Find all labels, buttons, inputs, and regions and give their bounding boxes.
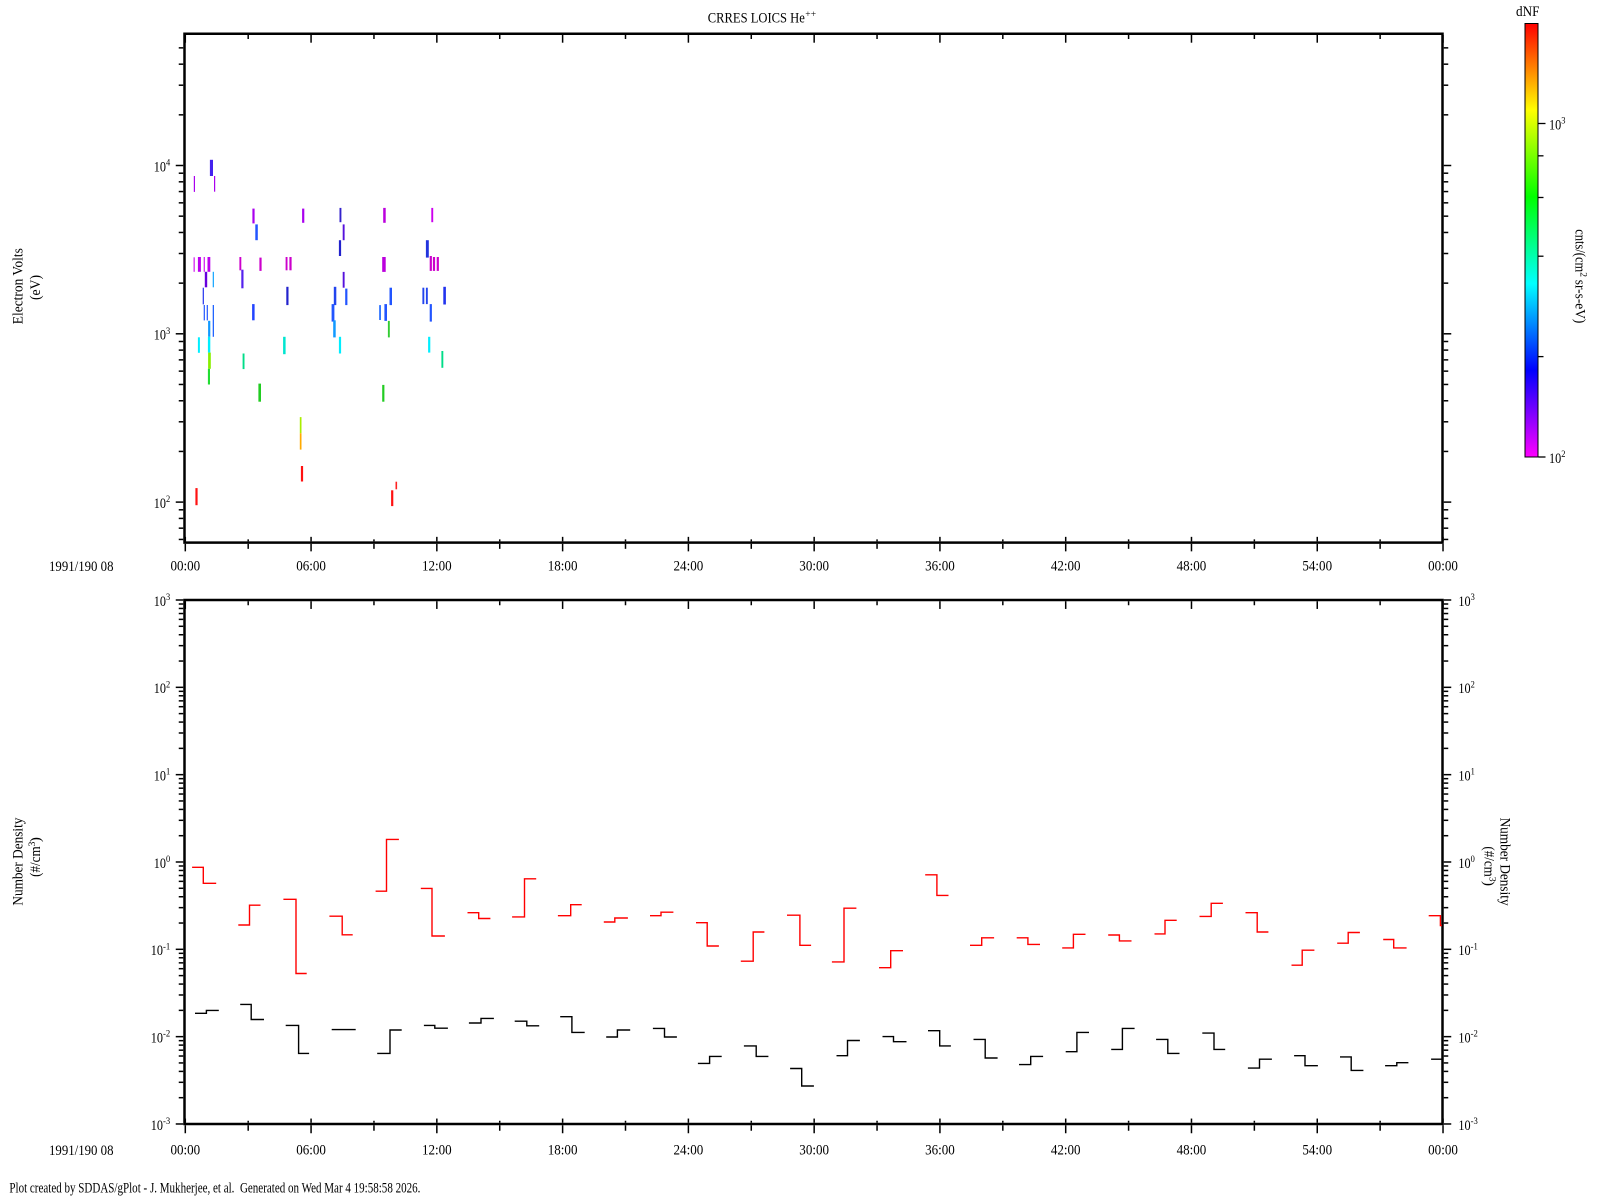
svg-text:2: 2 <box>166 680 170 690</box>
svg-text:24:00: 24:00 <box>674 559 704 575</box>
svg-text:10: 10 <box>1549 451 1561 467</box>
svg-text:Number Density: Number Density <box>11 817 27 905</box>
svg-text:06:00: 06:00 <box>296 559 326 575</box>
svg-text:2: 2 <box>1561 450 1565 460</box>
svg-text:1991/190 08: 1991/190 08 <box>49 1143 114 1159</box>
svg-text:36:00: 36:00 <box>925 1143 955 1159</box>
svg-text:48:00: 48:00 <box>1177 1143 1207 1159</box>
svg-text:10: 10 <box>1458 1031 1470 1047</box>
svg-text:-1: -1 <box>163 942 170 952</box>
svg-text:42:00: 42:00 <box>1051 1143 1081 1159</box>
svg-text:0: 0 <box>1471 855 1475 865</box>
svg-text:Electron Volts: Electron Volts <box>11 248 27 324</box>
svg-text:48:00: 48:00 <box>1177 559 1207 575</box>
svg-text:10: 10 <box>154 769 166 785</box>
svg-text:-3: -3 <box>1471 1117 1478 1127</box>
svg-text:3: 3 <box>166 327 170 337</box>
svg-text:30:00: 30:00 <box>799 559 829 575</box>
svg-text:12:00: 12:00 <box>422 559 452 575</box>
svg-text:30:00: 30:00 <box>799 1143 829 1159</box>
svg-text:10: 10 <box>154 496 166 512</box>
svg-text:18:00: 18:00 <box>548 1143 578 1159</box>
svg-text:): ) <box>1481 881 1497 886</box>
svg-text:++: ++ <box>805 10 816 20</box>
svg-text:36:00: 36:00 <box>925 559 955 575</box>
svg-text:10: 10 <box>154 594 166 610</box>
svg-text:12:00: 12:00 <box>422 1143 452 1159</box>
svg-text:-2: -2 <box>163 1030 170 1040</box>
svg-text:42:00: 42:00 <box>1051 559 1081 575</box>
svg-text:10: 10 <box>1458 856 1470 872</box>
svg-text:24:00: 24:00 <box>674 1143 704 1159</box>
svg-text:0: 0 <box>166 855 170 865</box>
svg-text:3: 3 <box>166 593 170 603</box>
svg-text:00:00: 00:00 <box>1428 559 1458 575</box>
svg-text:10: 10 <box>151 1118 163 1134</box>
svg-text:10: 10 <box>154 328 166 344</box>
svg-text:(#/cm: (#/cm <box>28 846 44 877</box>
svg-text:(eV): (eV) <box>28 275 44 300</box>
svg-text:10: 10 <box>1458 943 1470 959</box>
svg-text:10: 10 <box>154 159 166 175</box>
svg-text:-1: -1 <box>1471 942 1478 952</box>
svg-text:Plot created by SDDAS/gPlot -: Plot created by SDDAS/gPlot - J. Mukherj… <box>9 1180 420 1196</box>
svg-text:10: 10 <box>1458 681 1470 697</box>
svg-text:dNF: dNF <box>1516 4 1540 20</box>
svg-text:3: 3 <box>1471 593 1475 603</box>
svg-text:10: 10 <box>151 943 163 959</box>
svg-text:sr-s-eV): sr-s-eV) <box>1572 276 1588 323</box>
svg-text:2: 2 <box>1578 272 1588 277</box>
svg-text:54:00: 54:00 <box>1302 559 1332 575</box>
svg-text:00:00: 00:00 <box>170 1143 200 1159</box>
svg-text:10: 10 <box>154 681 166 697</box>
svg-text:00:00: 00:00 <box>170 559 200 575</box>
svg-text:(#/cm: (#/cm <box>1481 846 1497 877</box>
svg-text:-2: -2 <box>1471 1030 1478 1040</box>
svg-text:2: 2 <box>1471 680 1475 690</box>
svg-text:3: 3 <box>1487 877 1497 882</box>
svg-text:2: 2 <box>166 495 170 505</box>
svg-text:-3: -3 <box>163 1117 170 1127</box>
svg-text:18:00: 18:00 <box>548 559 578 575</box>
svg-text:1991/190 08: 1991/190 08 <box>49 559 114 575</box>
svg-text:06:00: 06:00 <box>296 1143 326 1159</box>
svg-text:CRRES LOICS He: CRRES LOICS He <box>708 11 805 27</box>
svg-text:Number Density: Number Density <box>1497 818 1513 906</box>
svg-text:10: 10 <box>1458 594 1470 610</box>
svg-text:): ) <box>28 837 44 842</box>
svg-text:10: 10 <box>154 856 166 872</box>
svg-text:1: 1 <box>1471 768 1475 778</box>
svg-text:10: 10 <box>1549 117 1561 133</box>
svg-text:1: 1 <box>166 768 170 778</box>
svg-text:10: 10 <box>1458 769 1470 785</box>
svg-text:10: 10 <box>1458 1118 1470 1134</box>
svg-text:3: 3 <box>28 841 38 846</box>
svg-text:cnts/(cm: cnts/(cm <box>1572 229 1588 272</box>
svg-text:54:00: 54:00 <box>1302 1143 1332 1159</box>
svg-text:4: 4 <box>166 159 170 169</box>
svg-text:3: 3 <box>1561 117 1565 127</box>
svg-text:10: 10 <box>151 1031 163 1047</box>
svg-text:00:00: 00:00 <box>1428 1143 1458 1159</box>
